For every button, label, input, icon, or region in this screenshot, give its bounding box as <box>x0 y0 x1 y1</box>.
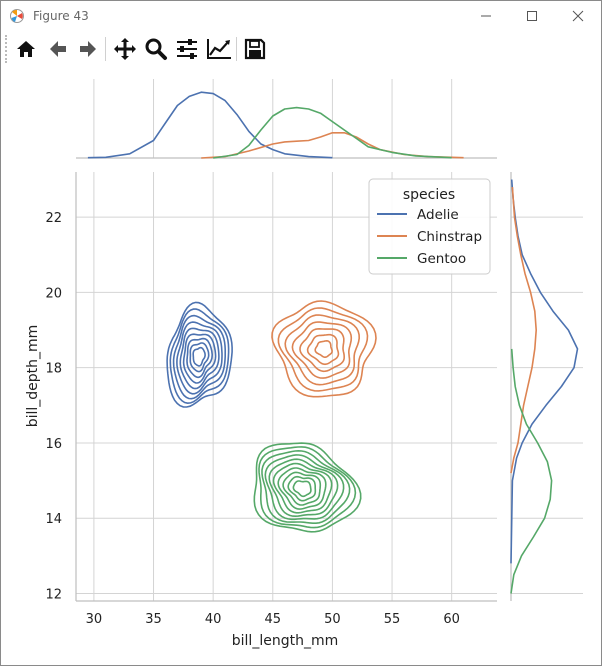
kde-contour-line <box>306 333 340 366</box>
toolbar-separator <box>105 37 106 61</box>
kde-contour-line <box>314 339 333 358</box>
back-button[interactable] <box>44 36 72 62</box>
home-icon <box>17 41 35 57</box>
kde-contour-line <box>291 321 353 379</box>
legend-label-adelie: Adelie <box>417 207 459 223</box>
legend-label-gentoo: Gentoo <box>417 251 466 267</box>
main-axis-ticks: 30 35 40 45 50 55 60 12 14 16 18 20 22 <box>45 211 460 627</box>
minimize-button[interactable] <box>463 1 509 31</box>
x-tick-label: 30 <box>86 612 103 627</box>
y-tick-label: 12 <box>45 587 62 602</box>
x-tick-label: 40 <box>205 612 222 627</box>
kde-contour-line <box>182 333 217 384</box>
kde-contours-chinstrap <box>271 300 377 398</box>
maximize-icon <box>527 11 537 21</box>
kde-contour-line <box>271 300 377 398</box>
subplots-icon <box>177 39 197 59</box>
zoom-button[interactable] <box>142 36 170 62</box>
back-icon <box>50 41 66 57</box>
y-marginal-kde-chinstrap <box>510 187 537 474</box>
kde-contour-line <box>272 462 333 514</box>
legend-label-chinstrap: Chinstrap <box>417 229 482 245</box>
kde-contour-line <box>169 308 230 405</box>
figure-canvas[interactable]: 30 35 40 45 50 55 60 12 14 16 18 20 22 bill_length_m… <box>1 67 601 665</box>
x-tick-label: 50 <box>324 612 341 627</box>
x-tick-label: 35 <box>145 612 162 627</box>
x-axis-label: bill_length_mm <box>232 633 338 649</box>
kde-contour-line <box>277 467 327 510</box>
legend: species Adelie Chinstrap Gentoo <box>368 178 491 275</box>
forward-icon <box>80 41 96 57</box>
x-tick-label: 45 <box>265 612 282 627</box>
minimize-icon <box>481 15 491 17</box>
kde-contour-line <box>277 307 369 392</box>
maximize-button[interactable] <box>509 1 555 31</box>
x-tick-label: 55 <box>384 612 401 627</box>
window-title: Figure 43 <box>33 9 89 23</box>
top-marginal-axes <box>76 79 497 159</box>
kde-contour-line <box>264 454 345 521</box>
kde-contour-line <box>192 346 206 367</box>
close-icon <box>572 10 584 22</box>
forward-button[interactable] <box>74 36 102 62</box>
right-marginal-axes <box>510 172 583 601</box>
kde-contour-line <box>179 327 220 390</box>
kde-contours-gentoo <box>253 442 362 533</box>
pan-button[interactable] <box>111 36 139 62</box>
kde-contour-line <box>268 458 339 518</box>
pan-icon <box>114 38 136 60</box>
y-tick-label: 16 <box>45 437 62 452</box>
x-marginal-kde-adelie <box>87 91 333 159</box>
kde-contour-line <box>258 446 357 529</box>
legend-title: species <box>403 187 455 203</box>
title-bar[interactable]: Figure 43 <box>1 1 601 31</box>
kde-contour-line <box>172 314 226 400</box>
y-tick-label: 18 <box>45 362 62 377</box>
kde-contours-adelie <box>166 301 233 408</box>
kde-contour-line <box>292 480 312 498</box>
y-tick-label: 22 <box>45 211 62 226</box>
customize-icon <box>207 39 231 59</box>
home-button[interactable] <box>12 36 40 62</box>
y-axis-label: bill_depth_mm <box>25 325 41 428</box>
customize-button[interactable] <box>205 36 233 62</box>
kde-contour-line <box>166 301 233 408</box>
kde-contour-line <box>189 342 210 373</box>
toolbar-separator <box>236 37 237 61</box>
subplots-button[interactable] <box>173 36 201 62</box>
jointplot-svg[interactable]: 30 35 40 45 50 55 60 12 14 16 18 20 22 bill_length_m… <box>1 67 601 665</box>
kde-contour-line <box>284 314 361 386</box>
save-icon <box>244 38 266 60</box>
x-marginal-kde-gentoo <box>213 106 452 159</box>
save-button[interactable] <box>241 36 269 62</box>
kde-contour-line <box>253 442 362 533</box>
kde-contour-line <box>186 337 214 379</box>
close-button[interactable] <box>555 1 601 31</box>
kde-contour-line <box>176 321 223 395</box>
x-tick-label: 60 <box>443 612 460 627</box>
matplotlib-app-icon <box>10 9 24 23</box>
kde-contour-line <box>282 471 322 506</box>
kde-contour-line <box>261 449 351 524</box>
navigation-toolbar <box>1 31 601 67</box>
y-marginal-kde-gentoo <box>510 348 553 594</box>
toolbar-grip[interactable] <box>5 35 11 63</box>
zoom-icon <box>145 38 167 60</box>
y-marginal-kde-adelie <box>510 179 579 564</box>
kde-contour-line <box>299 327 346 373</box>
kde-contour-line <box>287 475 317 502</box>
y-tick-label: 20 <box>45 286 62 301</box>
y-tick-label: 14 <box>45 512 62 527</box>
